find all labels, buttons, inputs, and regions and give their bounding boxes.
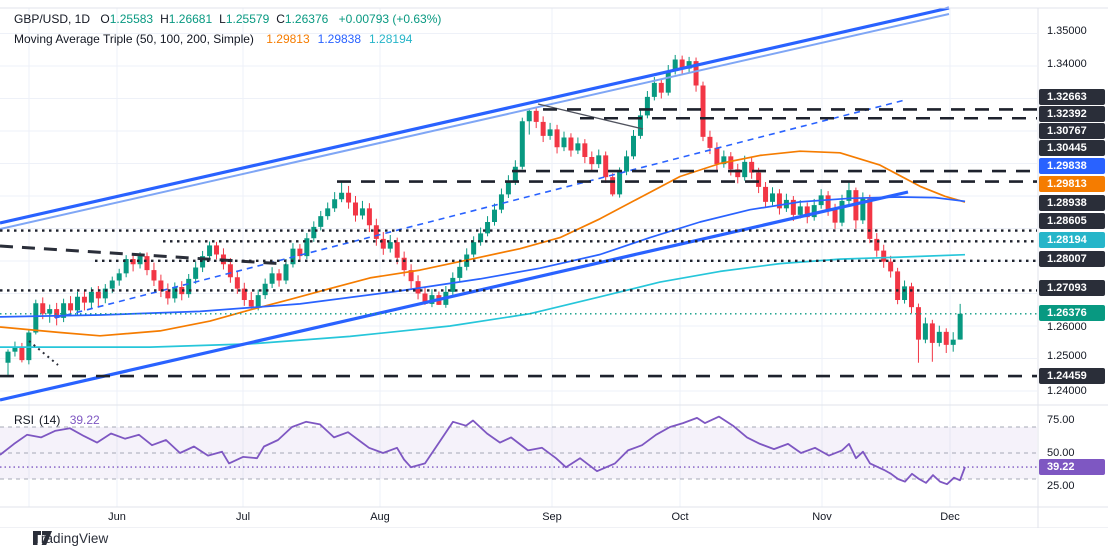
rising-dashed-trendline xyxy=(54,99,906,319)
rsi-value: 39.22 xyxy=(69,413,100,427)
time-axis-month-label: Dec xyxy=(940,511,960,523)
price-axis-label: 1.35000 xyxy=(1047,25,1087,37)
price-axis-label: 25.00 xyxy=(1047,480,1075,492)
rsi-line xyxy=(0,415,966,486)
time-axis-month-label: Sep xyxy=(542,511,562,523)
time-axis-month-label: Oct xyxy=(671,511,689,523)
price-label-badge: 1.30767 xyxy=(1039,123,1105,139)
time-axis-month-label: Aug xyxy=(370,511,390,523)
ma-legend-row[interactable]: Moving Average Triple (50, 100, 200, Sim… xyxy=(14,30,448,48)
price-label-badge: 1.27093 xyxy=(1039,280,1105,296)
price-label-badge: 1.28938 xyxy=(1039,195,1105,211)
rsi-legend-row[interactable]: RSI (14) 39.22 xyxy=(14,413,100,427)
short-dotted-trendline xyxy=(28,340,59,366)
price-label-badge: 39.22 xyxy=(1039,459,1105,475)
ohlc-token: C1.26376 xyxy=(276,12,329,26)
ohlc-values: O1.25583 H1.26681 L1.25579 C1.26376 xyxy=(100,12,335,26)
price-label-badge: 1.28194 xyxy=(1039,232,1105,248)
legend-area: GBP/USD, 1D O1.25583 H1.26681 L1.25579 C1.2… xyxy=(14,10,448,50)
price-label-badge: 1.24459 xyxy=(1039,368,1105,384)
change-value: +0.00793 (+0.63%) xyxy=(338,12,442,26)
ma-value: 1.29813 xyxy=(266,32,310,46)
price-label-badge: 1.32392 xyxy=(1039,106,1105,122)
price-axis-label: 50.00 xyxy=(1047,447,1075,459)
price-label-badge: 1.30445 xyxy=(1039,140,1105,156)
channel-lower xyxy=(0,190,909,402)
price-axis-label: 1.24000 xyxy=(1047,385,1087,397)
time-axis[interactable]: Jun Jul Aug Sep Oct Nov Dec xyxy=(0,507,1037,528)
price-label-badge: 1.26376 xyxy=(1039,305,1105,321)
chart-canvas[interactable] xyxy=(0,0,1108,528)
time-axis-month-label: Jun xyxy=(108,511,126,523)
symbol-legend-row[interactable]: GBP/USD, 1D O1.25583 H1.26681 L1.25579 C1.2… xyxy=(14,10,448,28)
ohlc-token: O1.25583 xyxy=(100,12,154,26)
price-axis[interactable]: 1.35000 1.34000 1.26000 1.25000 1.24000 75.00… xyxy=(1038,0,1108,528)
rsi-params: (14) xyxy=(39,413,61,427)
tradingview-logo-icon xyxy=(33,531,52,545)
symbol-title[interactable]: GBP/USD, 1D xyxy=(14,12,91,26)
ma-value: 1.29838 xyxy=(317,32,362,46)
ma-line xyxy=(0,150,966,337)
price-label-badge: 1.29813 xyxy=(1039,176,1105,192)
tradingview-watermark-text: TradingView xyxy=(33,531,109,546)
peak-connector-line xyxy=(537,103,644,130)
ohlc-token: H1.26681 xyxy=(160,12,213,26)
time-axis-month-label: Jul xyxy=(235,511,251,523)
channel-upper xyxy=(0,6,950,225)
price-axis-label: 1.25000 xyxy=(1047,350,1087,362)
rsi-indicator-title[interactable]: RSI xyxy=(14,413,35,427)
ohlc-token: L1.25579 xyxy=(219,12,270,26)
price-label-badge: 1.28007 xyxy=(1039,251,1105,267)
descending-dashed-trendline xyxy=(0,244,287,266)
price-label-badge: 1.29838 xyxy=(1039,158,1105,174)
price-axis-label: 1.34000 xyxy=(1047,58,1087,70)
price-axis-label: 75.00 xyxy=(1047,414,1075,426)
channel-upper-inner xyxy=(0,13,950,230)
time-axis-month-label: Nov xyxy=(812,511,832,523)
ma-line xyxy=(0,196,966,318)
tradingview-attribution[interactable]: TradingView xyxy=(33,531,108,546)
price-label-badge: 1.32663 xyxy=(1039,89,1105,105)
price-axis-label: 1.26000 xyxy=(1047,321,1087,333)
ma-values: 1.29813 1.29838 1.28194 xyxy=(266,32,420,46)
ma-value: 1.28194 xyxy=(369,32,413,46)
ma-indicator-title[interactable]: Moving Average Triple (50, 100, 200, Sim… xyxy=(14,32,254,46)
price-label-badge: 1.28605 xyxy=(1039,213,1105,229)
